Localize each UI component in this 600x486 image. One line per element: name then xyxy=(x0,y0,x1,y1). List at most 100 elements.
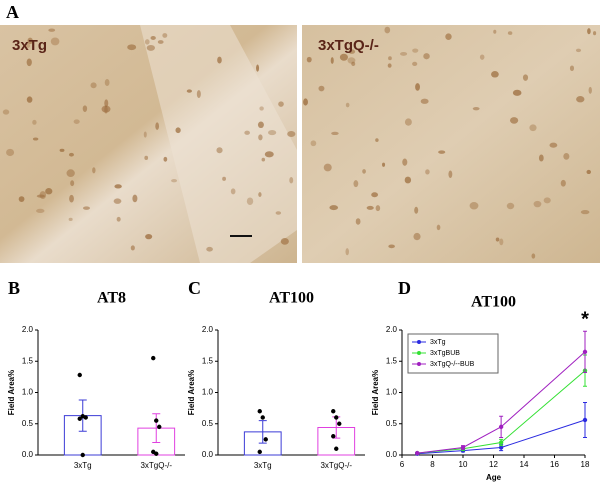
cell xyxy=(26,58,32,67)
cell xyxy=(576,96,585,103)
legend-marker xyxy=(417,340,421,344)
cell xyxy=(32,137,39,141)
cell xyxy=(150,36,156,40)
cell xyxy=(448,170,453,179)
cell xyxy=(330,57,334,64)
marker xyxy=(498,440,504,445)
x-tick-label: 3xTg xyxy=(254,461,272,470)
data-point xyxy=(83,415,88,420)
error-bar xyxy=(258,420,267,444)
cell xyxy=(216,147,223,154)
cell xyxy=(230,188,236,195)
cell xyxy=(145,234,153,240)
cell xyxy=(83,206,90,210)
cell xyxy=(339,53,348,61)
legend-label: 3xTg xyxy=(430,339,446,346)
cell xyxy=(144,155,149,160)
cell xyxy=(351,61,356,67)
cell xyxy=(146,44,155,51)
x-tick-label: 14 xyxy=(520,460,529,469)
cell xyxy=(366,205,374,210)
y-tick-label: 0.0 xyxy=(202,450,214,459)
cell xyxy=(175,127,181,134)
data-point xyxy=(80,452,85,458)
cell xyxy=(278,101,284,107)
cell xyxy=(499,238,504,246)
cell xyxy=(36,194,45,198)
cell xyxy=(157,40,164,44)
cell xyxy=(522,74,529,81)
cell xyxy=(127,44,137,51)
cell xyxy=(92,167,96,174)
cell xyxy=(412,48,419,53)
cell xyxy=(244,130,250,135)
cell xyxy=(438,150,446,154)
cell xyxy=(353,180,359,188)
cell xyxy=(412,61,418,67)
cell xyxy=(593,31,597,36)
cell xyxy=(130,245,135,251)
cell xyxy=(371,192,379,198)
marker xyxy=(460,445,466,450)
cell xyxy=(206,246,213,252)
cell xyxy=(345,248,349,256)
cell xyxy=(420,98,429,104)
data-point xyxy=(77,416,82,421)
cell xyxy=(268,129,277,136)
cell xyxy=(289,177,294,184)
cell xyxy=(258,134,263,141)
cell xyxy=(48,28,56,32)
cell xyxy=(306,56,312,63)
marker xyxy=(498,445,504,450)
data-point xyxy=(157,424,162,430)
x-tick-label: 10 xyxy=(459,460,468,469)
cell xyxy=(362,169,366,174)
cell xyxy=(59,148,65,152)
cell xyxy=(101,105,111,113)
cell xyxy=(507,31,513,35)
cell xyxy=(569,65,575,72)
cell xyxy=(404,118,412,126)
cell xyxy=(68,217,73,221)
cell xyxy=(318,85,325,92)
y-tick-label: 1.0 xyxy=(22,388,34,397)
cell xyxy=(114,184,122,189)
cell xyxy=(425,169,430,175)
cell xyxy=(186,89,192,93)
cell xyxy=(529,124,537,132)
cell xyxy=(414,206,419,214)
data-point xyxy=(154,418,159,423)
cell xyxy=(347,57,356,64)
series-line xyxy=(417,419,586,455)
cell xyxy=(469,202,479,210)
cell xyxy=(256,64,260,72)
cell xyxy=(50,37,60,46)
cell xyxy=(400,51,408,56)
cell xyxy=(388,244,395,249)
cell xyxy=(331,131,339,136)
cell xyxy=(472,106,480,111)
y-tick-label: 1.5 xyxy=(22,356,34,365)
cell xyxy=(423,53,430,60)
cell xyxy=(436,224,441,231)
cell xyxy=(171,178,178,183)
cell xyxy=(348,49,356,54)
cell xyxy=(143,131,147,138)
chart-title: AT100 xyxy=(471,294,516,311)
cell xyxy=(264,151,274,158)
data-point xyxy=(334,415,339,420)
y-tick-label: 1.5 xyxy=(386,356,398,365)
cell xyxy=(25,43,31,48)
cell xyxy=(162,33,168,38)
cell xyxy=(82,105,88,112)
x-tick-label: 8 xyxy=(430,460,435,469)
micrograph-band xyxy=(140,25,297,263)
x-tick-label: 16 xyxy=(550,460,559,469)
y-tick-label: 0.5 xyxy=(202,419,214,428)
cell xyxy=(2,109,10,115)
cell xyxy=(246,197,254,206)
cell xyxy=(132,194,138,203)
panel-label: B xyxy=(8,278,20,298)
legend-label: 3xTgQ-/--BUB xyxy=(430,361,475,368)
